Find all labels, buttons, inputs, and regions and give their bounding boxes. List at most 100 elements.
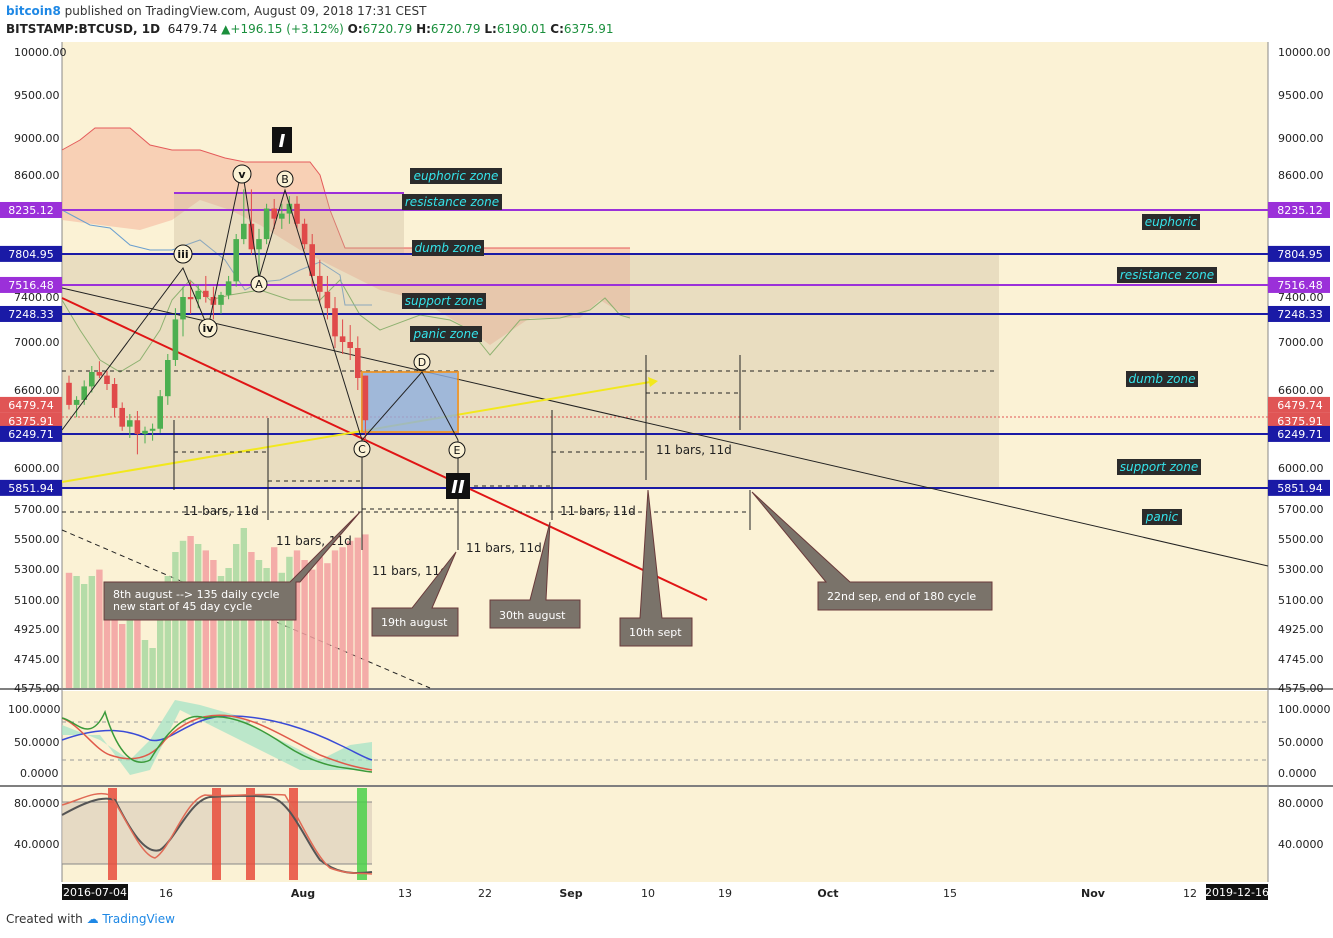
price-tick-left: 5700.00: [14, 503, 60, 516]
symbol-label[interactable]: BITSTAMP:BTCUSD, 1D: [6, 22, 161, 36]
level-tag: 6249.71: [8, 428, 54, 441]
level-tag-bg: [0, 412, 62, 429]
roman-label-i: I: [279, 131, 286, 152]
wave-label-e: E: [454, 444, 461, 457]
osc2-tick-left: 40.0000: [14, 838, 60, 851]
wave-label-iv: iv: [203, 322, 215, 335]
red-trendline[interactable]: [61, 297, 708, 601]
candle-body: [157, 396, 163, 429]
footer: Created with ☁ TradingView: [6, 912, 175, 926]
candle-body: [347, 342, 353, 348]
candle-body: [96, 372, 103, 376]
osc1-tick: 100.0000: [1278, 703, 1331, 716]
candle-body: [66, 382, 72, 405]
level-tag-bg: [1268, 245, 1330, 262]
time-tick: Sep: [559, 887, 582, 900]
candle-body: [301, 223, 308, 245]
zone-tag-support-right: support zone: [1120, 460, 1199, 474]
callout-30aug: 30th august: [499, 609, 566, 622]
level-tag: 7804.95: [1277, 248, 1323, 261]
volume-bar: [141, 640, 149, 688]
wave-label-c: C: [358, 443, 366, 456]
candle-body: [203, 290, 209, 297]
zone-tag-bg: [410, 326, 482, 342]
volume-bar: [73, 576, 80, 688]
bar-count-label: 11 bars, 11d: [560, 504, 636, 518]
volume-bar: [301, 560, 308, 688]
wave-circle: [353, 440, 371, 458]
price-tick: 9000.00: [1278, 132, 1324, 145]
time-tick: 13: [398, 887, 412, 900]
cloud-region: [62, 128, 630, 345]
level-tag: 6375.91: [8, 415, 54, 428]
wave-label-a: A: [255, 278, 263, 291]
price-tick: 4575.00: [1278, 682, 1324, 695]
zone-tag-bg: [412, 240, 484, 256]
level-tag-bg: [0, 479, 62, 496]
candle-body: [362, 375, 369, 421]
price-tick: 5100.00: [1278, 594, 1324, 607]
volume-bar: [119, 624, 126, 688]
change-arrow-icon: ▲: [221, 22, 231, 36]
time-axis[interactable]: 16 Aug 13 22 Sep 10 19 Oct 15 Nov 12: [159, 887, 1197, 900]
candle-body: [104, 375, 110, 384]
zone-tag-euphoric: euphoric zone: [414, 169, 499, 183]
callout-10sep: 10th sept: [629, 626, 682, 639]
price-tick-left: 6000.00: [14, 462, 60, 475]
time-end-tag: 2019-12-16: [1205, 886, 1269, 899]
price-chart[interactable]: 11 bars, 11d 11 bars, 11d 11 bars, 11d 1…: [0, 40, 1333, 910]
price-tick-left: 4575.00: [14, 682, 60, 695]
bar-count-label: 11 bars, 11d: [656, 443, 732, 457]
candle-body: [165, 360, 171, 397]
price-tick-left: 8600.00: [14, 169, 60, 182]
price-axis[interactable]: 10000.00 10000.00 9500.00 9500.00 9000.00 900…: [14, 46, 1331, 695]
price-tick-left: 5500.00: [14, 533, 60, 546]
zone-tag-dumb: dumb zone: [415, 241, 482, 255]
close-label: C:: [550, 22, 564, 36]
volume-bar: [134, 600, 141, 688]
candle-body: [225, 281, 232, 295]
price-tick: 5700.00: [1278, 503, 1324, 516]
author-link[interactable]: bitcoin8: [6, 4, 61, 18]
zone-tag-euphoric-right: euphoric: [1145, 215, 1198, 229]
black-trendline[interactable]: [61, 287, 1269, 567]
triangle-box[interactable]: [361, 371, 459, 433]
volume-bar: [149, 648, 156, 688]
price-tick-left: 4745.00: [14, 653, 60, 666]
osc1-tick-left: 0.0000: [20, 767, 59, 780]
level-tag-bg: [1268, 479, 1330, 496]
candle-body: [309, 244, 315, 276]
tradingview-link[interactable]: TradingView: [102, 912, 175, 926]
volume-bar: [225, 568, 232, 688]
candle-body: [339, 336, 346, 342]
volume-bar: [217, 576, 225, 688]
level-tag-bg: [0, 425, 62, 442]
time-tick: 19: [718, 887, 732, 900]
wave-label-d: D: [418, 356, 426, 369]
wave-label-b: B: [281, 173, 289, 186]
zone-tag-support: support zone: [405, 294, 484, 308]
candle-body: [180, 297, 186, 320]
volume-bar: [164, 576, 171, 688]
level-tag: 6479.74: [8, 399, 54, 412]
open-value: 6720.79: [362, 22, 413, 36]
zone-tag-bg: [402, 194, 502, 210]
wave-circle: [173, 244, 193, 264]
candle-body: [324, 291, 331, 309]
time-tick: Oct: [817, 887, 838, 900]
candle-body: [263, 208, 270, 240]
bar-count-label: 11 bars, 11d: [372, 564, 448, 578]
level-tag: 7248.33: [1277, 308, 1323, 321]
callout-cycle-line1: 8th august --> 135 daily cycle: [113, 588, 280, 601]
tradingview-logo-icon[interactable]: ☁: [86, 912, 99, 926]
callout-22sep: 22nd sep, end of 180 cycle: [827, 590, 976, 603]
price-tick: 8600.00: [1278, 169, 1324, 182]
osc1-tick-left: 50.0000: [14, 736, 60, 749]
zone-tag-bg: [402, 293, 486, 309]
open-label: O:: [347, 22, 363, 36]
callout-22sep-bg: [751, 491, 993, 611]
level-tag: 7248.33: [8, 308, 54, 321]
price-tick-left: 6600.00: [14, 384, 60, 397]
publish-info: published on TradingView.com, August 09,…: [64, 4, 427, 18]
level-tag-bg: [1268, 412, 1330, 429]
